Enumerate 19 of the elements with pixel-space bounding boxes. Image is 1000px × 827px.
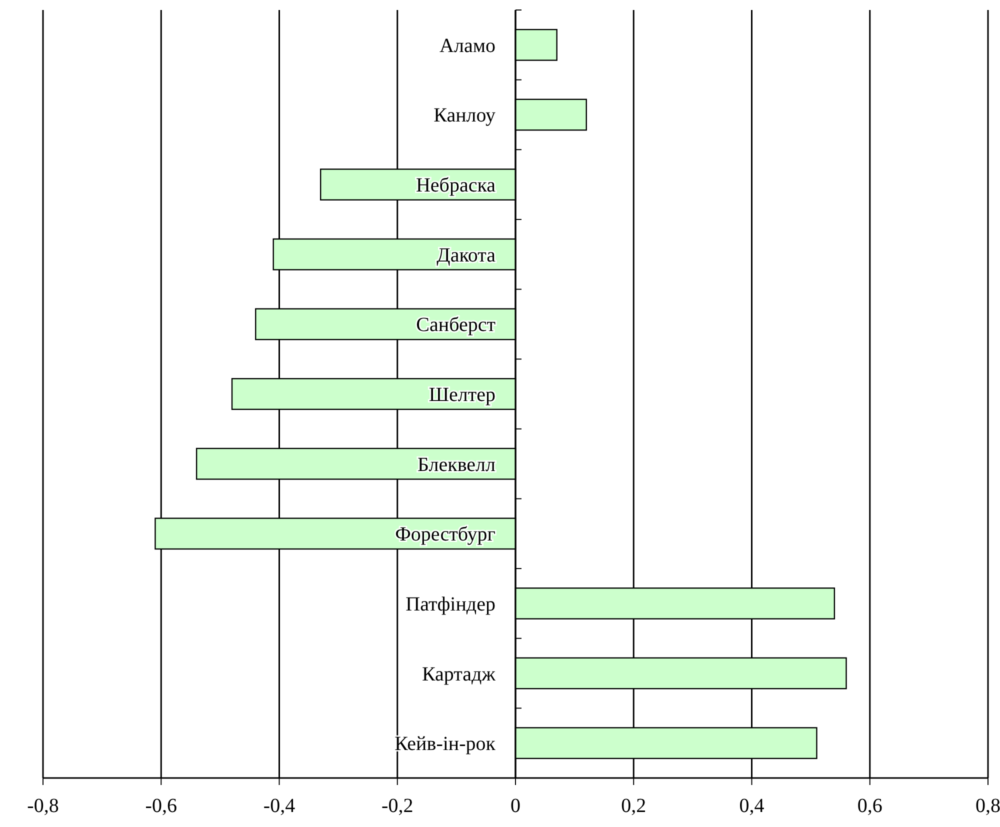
- x-tick-label: -0,4: [263, 795, 296, 817]
- y-tick-label: Шелтер: [428, 384, 496, 406]
- x-tick-label: 0,2: [621, 795, 646, 817]
- x-tick-label: 0,6: [857, 795, 882, 817]
- x-tick-label: 0,4: [739, 795, 764, 817]
- x-tick-label: 0,8: [976, 795, 1000, 817]
- y-tick-label: Канлоу: [434, 104, 496, 127]
- y-tick-label: Картадж: [422, 663, 496, 686]
- y-tick-label: Небраска: [416, 174, 496, 197]
- x-tick-label: -0,2: [382, 795, 414, 817]
- y-tick-label: Дакота: [436, 244, 496, 266]
- y-tick-label: Аламо: [440, 34, 496, 57]
- y-tick-label: Блеквелл: [418, 454, 496, 476]
- x-tick-label: -0,8: [27, 795, 59, 817]
- x-tick-label: -0,6: [145, 795, 177, 817]
- y-tick-label: Патфіндер: [406, 593, 496, 616]
- y-tick-label: Санберст: [416, 314, 496, 336]
- x-tick-label: 0: [510, 795, 520, 817]
- y-tick-label: Форестбург: [395, 524, 496, 546]
